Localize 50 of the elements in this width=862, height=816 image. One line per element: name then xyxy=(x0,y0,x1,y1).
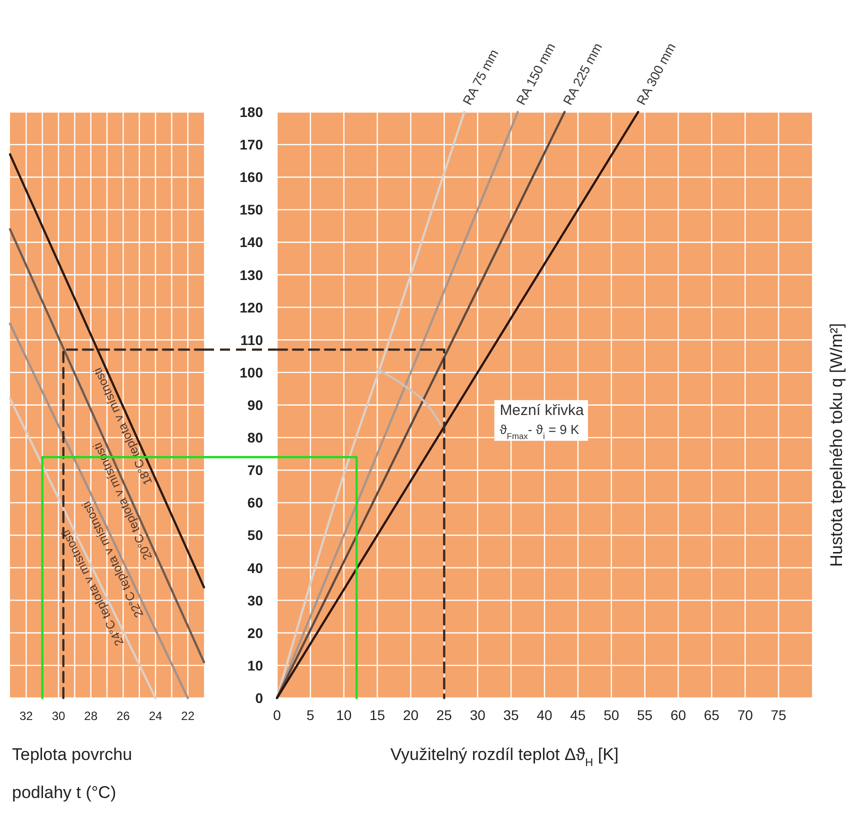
y-axis-title: Hustota tepelného toku q [W/m²] xyxy=(827,323,846,567)
y-tick-label: 180 xyxy=(240,104,264,120)
x-tick-label: 55 xyxy=(637,707,653,723)
x-tick-label: 22 xyxy=(181,709,195,723)
text: RA 300 mm xyxy=(634,40,679,108)
y-tick-label: 0 xyxy=(255,690,264,706)
text: RA 75 mm xyxy=(460,46,502,108)
x-tick-label: 25 xyxy=(436,707,452,723)
y-tick-label: 100 xyxy=(240,364,264,380)
x-tick-label: 24 xyxy=(148,709,162,723)
annotation: Mezní křivka xyxy=(500,402,585,419)
x-tick-label: 65 xyxy=(704,707,720,723)
y-tick-label: 30 xyxy=(247,592,264,608)
x-tick-label: 0 xyxy=(273,707,282,723)
x-tick-label: 28 xyxy=(84,709,98,723)
y-tick-label: 140 xyxy=(240,234,264,250)
y-tick-label: 80 xyxy=(247,430,264,446)
x-tick-label: 15 xyxy=(370,707,386,723)
x-tick-label: 5 xyxy=(306,707,315,723)
y-tick-label: 40 xyxy=(247,560,264,576)
x-tick-label: 75 xyxy=(770,707,787,723)
x-tick-label: 70 xyxy=(737,707,754,723)
x-tick-label: 20 xyxy=(402,707,419,723)
y-tick-label: 130 xyxy=(240,266,264,283)
x-tick-label: 45 xyxy=(570,707,586,723)
x-tick-label: 30 xyxy=(470,707,486,723)
x-tick-label: 26 xyxy=(116,709,130,723)
annotation: ϑ$_{Fmax}$- ϑ$_{i}$ = 9 K xyxy=(500,422,580,441)
x-tick-label: 40 xyxy=(536,707,552,723)
x-axis-title: Využitelný rozdíl teplot Δϑ$_{H}$ [K] xyxy=(390,745,619,769)
y-tick-label: 150 xyxy=(240,202,264,218)
y-tick-label: 90 xyxy=(247,397,264,413)
y-tick-label: 10 xyxy=(247,657,264,674)
y-tick-label: 110 xyxy=(240,332,264,348)
y-tick-label: 20 xyxy=(247,624,264,641)
x-tick-label: 10 xyxy=(336,707,352,723)
x-tick-label: 60 xyxy=(670,707,686,723)
y-tick-label: 70 xyxy=(247,462,264,478)
text: RA 225 mm xyxy=(560,40,606,108)
x-tick-label: 32 xyxy=(19,709,34,723)
x-axis-title: Teplota povrchu podlahy t (°C) xyxy=(12,745,132,802)
y-tick-label: 160 xyxy=(240,169,264,186)
y-tick-label: 170 xyxy=(240,136,264,153)
x-tick-label: 35 xyxy=(503,707,520,723)
y-tick-label: 120 xyxy=(240,299,264,316)
text: RA 150 mm xyxy=(513,40,558,108)
y-tick-label: 60 xyxy=(247,494,264,511)
y-tick-label: 50 xyxy=(247,527,264,544)
x-tick-label: 50 xyxy=(604,707,620,723)
x-tick-label: 30 xyxy=(52,709,66,723)
